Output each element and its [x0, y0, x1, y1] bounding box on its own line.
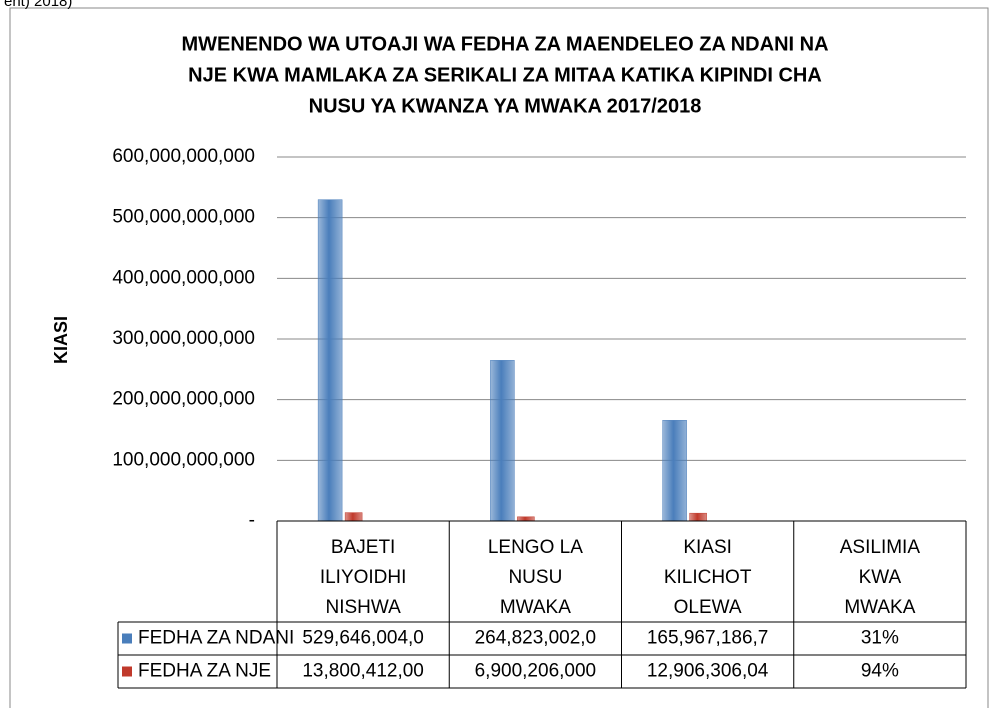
bar [662, 420, 687, 522]
y-axis-label: KIASI [51, 316, 71, 364]
bar [317, 199, 343, 522]
x-tick-label: BAJETI ILIYOIDHI NISHWA [320, 537, 407, 618]
bar [344, 512, 363, 522]
table-value: 31% [861, 628, 899, 649]
chart-title: NUSU YA KWANZA YA MWAKA 2017/2018 [309, 95, 702, 117]
x-tick-label: ASILIMIA KWA MWAKA [840, 537, 921, 618]
y-tick-label: 500,000,000,000 [112, 207, 255, 228]
chart-frame [9, 7, 989, 708]
table-value: 94% [861, 661, 899, 682]
legend-key [122, 666, 132, 677]
table-value: 13,800,412,00 [302, 661, 424, 682]
legend-label: FEDHA ZA NDANI [138, 628, 294, 649]
x-tick-label: KIASI KILICHOT OLEWA [664, 537, 752, 618]
y-tick-label: 400,000,000,000 [112, 267, 255, 288]
legend-label: FEDHA ZA NJE [138, 661, 271, 682]
table-value: 165,967,186,7 [647, 628, 769, 649]
bar [490, 360, 515, 522]
legend-key [122, 633, 132, 644]
table-value: 529,646,004,0 [302, 628, 424, 649]
y-tick-label: 600,000,000,000 [112, 146, 255, 167]
y-tick-label: - [249, 510, 255, 531]
x-tick-label: LENGO LA NUSU MWAKA [488, 537, 583, 618]
y-tick-label: 200,000,000,000 [112, 389, 255, 410]
chart-title: NJE KWA MAMLAKA ZA SERIKALI ZA MITAA KAT… [188, 64, 822, 86]
chart-title: MWENENDO WA UTOAJI WA FEDHA ZA MAENDELEO… [181, 33, 828, 55]
table-value: 264,823,002,0 [475, 628, 597, 649]
table-value: 6,900,206,000 [475, 661, 597, 682]
caption: ent) 2018) [4, 0, 72, 10]
table-value: 12,906,306,04 [647, 661, 769, 682]
y-tick-label: 300,000,000,000 [112, 328, 255, 349]
bar [689, 512, 707, 522]
bar [517, 516, 535, 522]
y-tick-label: 100,000,000,000 [112, 449, 255, 470]
